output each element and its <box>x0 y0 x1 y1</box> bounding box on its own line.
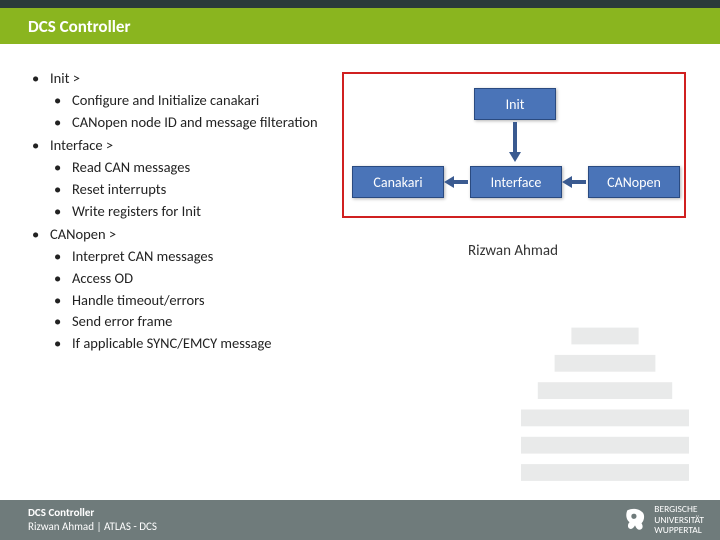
bullet-marker: • <box>28 68 50 90</box>
bullet-marker: • <box>28 135 50 157</box>
arrow-down-icon <box>513 122 517 152</box>
list-item-label: Init > <box>50 68 80 90</box>
list-subitem: •Access OD <box>50 268 348 290</box>
list-subitem: •Write registers for Init <box>50 201 348 223</box>
arrow-left-icon <box>572 180 586 184</box>
university-name: BERGISCHE UNIVERSITÄT WUPPERTAL <box>654 504 704 535</box>
lion-logo-icon <box>622 507 648 533</box>
list-subitem: •CANopen node ID and message filteration <box>50 112 348 134</box>
diagram-node-interface: Interface <box>470 166 562 198</box>
diagram-area: Init Canakari Interface CANopen Rizwan A… <box>348 66 702 355</box>
list-subitem: •Read CAN messages <box>50 157 348 179</box>
list-item: • CANopen > <box>28 224 348 246</box>
arrow-left-icon <box>454 180 468 184</box>
footer-bar: DCS Controller Rizwan Ahmad | ATLAS - DC… <box>0 500 720 540</box>
diagram-node-init: Init <box>474 88 556 120</box>
footer-title: DCS Controller <box>28 506 157 520</box>
footer-left: DCS Controller Rizwan Ahmad | ATLAS - DC… <box>28 506 157 534</box>
list-subitem: •Handle timeout/errors <box>50 290 348 312</box>
bullet-list: • Init > •Configure and Initialize canak… <box>28 66 348 355</box>
list-subitem: •Configure and Initialize canakari <box>50 90 348 112</box>
list-item-label: CANopen > <box>50 224 116 246</box>
arrow-left-head-icon <box>562 176 572 188</box>
slide-title: DCS Controller <box>28 16 131 37</box>
diagram-node-canopen: CANopen <box>588 166 680 198</box>
diagram-border: Init Canakari Interface CANopen <box>342 72 686 218</box>
arrow-down-head-icon <box>509 152 521 162</box>
list-subitem: •Send error frame <box>50 311 348 333</box>
list-subitem: •Reset interrupts <box>50 179 348 201</box>
footer-subtitle: Rizwan Ahmad | ATLAS - DCS <box>28 520 157 534</box>
content-area: • Init > •Configure and Initialize canak… <box>0 44 720 355</box>
diagram-author: Rizwan Ahmad <box>468 242 558 260</box>
bullet-marker: • <box>28 224 50 246</box>
top-accent-bar <box>0 0 720 8</box>
title-bar: DCS Controller <box>0 8 720 44</box>
list-item-label: Interface > <box>50 135 113 157</box>
university-logo: BERGISCHE UNIVERSITÄT WUPPERTAL <box>622 504 704 535</box>
list-item: • Init > <box>28 68 348 90</box>
arrow-left-head-icon <box>444 176 454 188</box>
list-subitem: •If applicable SYNC/EMCY message <box>50 333 348 355</box>
diagram-node-canakari: Canakari <box>352 166 444 198</box>
list-subitem: •Interpret CAN messages <box>50 246 348 268</box>
list-item: • Interface > <box>28 135 348 157</box>
